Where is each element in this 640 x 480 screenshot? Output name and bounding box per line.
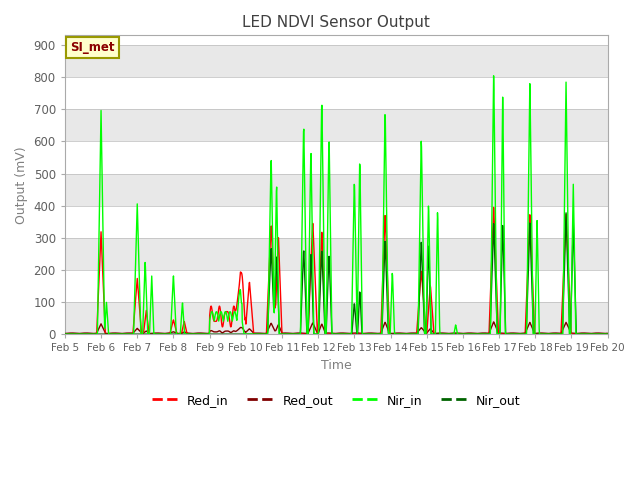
Red_in [177, 331, 184, 337]
Bar [65, 109, 608, 142]
Nir_in [490, 73, 497, 79]
Bar [65, 205, 608, 238]
Red_out [264, 327, 272, 333]
Title: LED NDVI Sensor Output: LED NDVI Sensor Output [243, 15, 430, 30]
Nir_out [282, 331, 290, 337]
Nir_in [282, 331, 290, 337]
Nir_out [92, 331, 100, 337]
Nir_in [285, 331, 293, 337]
Nir_in [431, 331, 439, 337]
Nir_out [264, 321, 272, 327]
Nir_out [562, 210, 570, 216]
Red_in [431, 331, 439, 337]
Red_out [61, 331, 68, 337]
Bar [65, 77, 608, 109]
Bar [65, 45, 608, 77]
Red_out [431, 331, 439, 336]
Nir_in [264, 328, 272, 334]
Nir_in [177, 325, 184, 331]
Y-axis label: Output (mV): Output (mV) [15, 146, 28, 224]
Line: Nir_in: Nir_in [65, 76, 608, 334]
Nir_in [92, 331, 100, 337]
Bar [65, 142, 608, 173]
Nir_out [604, 331, 612, 337]
Red_in [61, 331, 68, 337]
Legend: Red_in, Red_out, Nir_in, Nir_out: Red_in, Red_out, Nir_in, Nir_out [147, 389, 525, 411]
Text: SI_met: SI_met [70, 41, 115, 54]
Red_in [282, 331, 290, 337]
Line: Nir_out: Nir_out [65, 213, 608, 334]
Bar [65, 270, 608, 302]
Red_out [285, 330, 293, 336]
Line: Red_in: Red_in [65, 207, 608, 334]
Line: Red_out: Red_out [65, 322, 608, 334]
X-axis label: Time: Time [321, 359, 351, 372]
Nir_out [177, 331, 184, 337]
Red_in [604, 331, 612, 337]
Nir_out [61, 331, 68, 337]
Red_in [264, 296, 272, 302]
Red_out [282, 330, 290, 336]
Red_out [604, 331, 612, 337]
Red_in [285, 331, 293, 337]
Red_in [490, 204, 497, 210]
Red_out [177, 330, 184, 336]
Nir_in [604, 331, 612, 337]
Nir_out [431, 331, 439, 337]
Bar [65, 302, 608, 334]
Red_out [92, 330, 100, 336]
Bar [65, 173, 608, 205]
Red_in [92, 331, 100, 337]
Red_out [490, 319, 497, 325]
Bar [65, 238, 608, 270]
Nir_in [61, 331, 68, 337]
Nir_out [285, 331, 293, 337]
